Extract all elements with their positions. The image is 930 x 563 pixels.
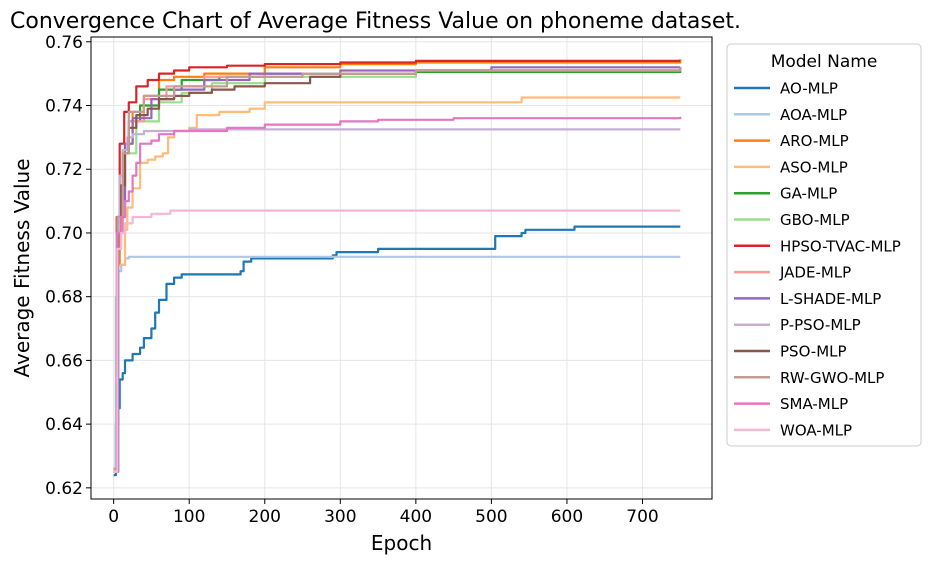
legend-entry: L-SHADE-MLP xyxy=(734,290,881,308)
legend-label: PSO-MLP xyxy=(780,343,847,361)
legend-entry: ASO-MLP xyxy=(734,158,848,176)
legend-entry: SMA-MLP xyxy=(734,395,848,413)
series-line-rw-gwo-mlp xyxy=(113,67,682,470)
grid xyxy=(91,37,712,499)
y-tick-label: 0.76 xyxy=(45,33,83,53)
series-line-sma-mlp xyxy=(113,116,682,473)
series-line-hpso-tvac-mlp xyxy=(113,59,681,470)
legend-label: JADE-MLP xyxy=(779,264,851,282)
legend-entry: ARO-MLP xyxy=(734,132,849,150)
x-axis-label: Epoch xyxy=(371,531,432,555)
y-tick-label: 0.66 xyxy=(45,351,83,371)
chart-title: Convergence Chart of Average Fitness Val… xyxy=(10,9,741,34)
series-line-pso-mlp xyxy=(113,67,682,473)
series-line-woa-mlp xyxy=(113,209,681,473)
legend-entry: GBO-MLP xyxy=(734,211,850,229)
legend-items: AO-MLP AOA-MLP ARO-MLP ASO-MLP GA-MLP GBO-MLP… xyxy=(734,80,901,439)
x-tick-label: 600 xyxy=(551,507,583,527)
legend-entry: GA-MLP xyxy=(734,185,837,203)
legend-label: WOA-MLP xyxy=(780,421,852,439)
legend-entry: JADE-MLP xyxy=(734,264,851,282)
x-tick-label: 200 xyxy=(249,507,281,527)
x-tick-label: 500 xyxy=(475,507,507,527)
legend-entry: P-PSO-MLP xyxy=(734,316,861,334)
series-line-jade-mlp xyxy=(113,67,682,470)
x-tick-label: 100 xyxy=(173,507,205,527)
legend-title: Model Name xyxy=(771,52,878,72)
legend-entry: HPSO-TVAC-MLP xyxy=(734,237,901,255)
legend-label: AOA-MLP xyxy=(780,106,847,124)
legend-entry: WOA-MLP xyxy=(734,421,852,439)
legend-label: ARO-MLP xyxy=(780,132,849,150)
y-tick-label: 0.62 xyxy=(45,479,83,499)
legend-label: HPSO-TVAC-MLP xyxy=(780,237,901,255)
legend-entry: AO-MLP xyxy=(734,80,838,98)
series-line-aso-mlp xyxy=(113,96,681,473)
legend-label: AO-MLP xyxy=(780,80,838,98)
x-tick-label: 0 xyxy=(108,507,119,527)
y-tick-label: 0.64 xyxy=(45,415,83,435)
axis-ticks: 0 100 200 300 400 500 600 700 0.62 0.64 0.66 0.68 0.… xyxy=(45,33,659,527)
legend-label: SMA-MLP xyxy=(780,395,848,413)
series-line-l-shade-mlp xyxy=(113,66,681,473)
legend-label: GBO-MLP xyxy=(780,211,850,229)
legend-label: L-SHADE-MLP xyxy=(780,290,881,308)
y-tick-label: 0.74 xyxy=(45,97,83,117)
x-tick-label: 300 xyxy=(324,507,356,527)
y-tick-label: 0.68 xyxy=(45,288,83,308)
legend-label: GA-MLP xyxy=(780,185,837,203)
legend-box xyxy=(726,43,922,447)
legend-entry: RW-GWO-MLP xyxy=(734,369,884,387)
legend-entry: PSO-MLP xyxy=(734,343,847,361)
y-tick-label: 0.70 xyxy=(45,224,83,244)
x-tick-label: 700 xyxy=(626,507,658,527)
legend: Model Name AO-MLP AOA-MLP ARO-MLP ASO-MLP GA… xyxy=(726,43,922,447)
legend-label: ASO-MLP xyxy=(780,158,848,176)
plot-frame xyxy=(90,36,713,500)
series-line-gbo-mlp xyxy=(113,67,682,473)
legend-label: RW-GWO-MLP xyxy=(780,369,884,387)
series-line-aoa-mlp xyxy=(113,255,681,473)
x-tick-label: 400 xyxy=(400,507,432,527)
y-axis-label: Average Fitness Value xyxy=(10,158,34,377)
series-line-p-pso-mlp xyxy=(113,128,681,470)
y-tick-label: 0.72 xyxy=(45,160,83,180)
series-line-ao-mlp xyxy=(113,225,681,477)
legend-label: P-PSO-MLP xyxy=(780,316,861,334)
series-lines xyxy=(113,59,682,477)
legend-entry: AOA-MLP xyxy=(734,106,847,124)
